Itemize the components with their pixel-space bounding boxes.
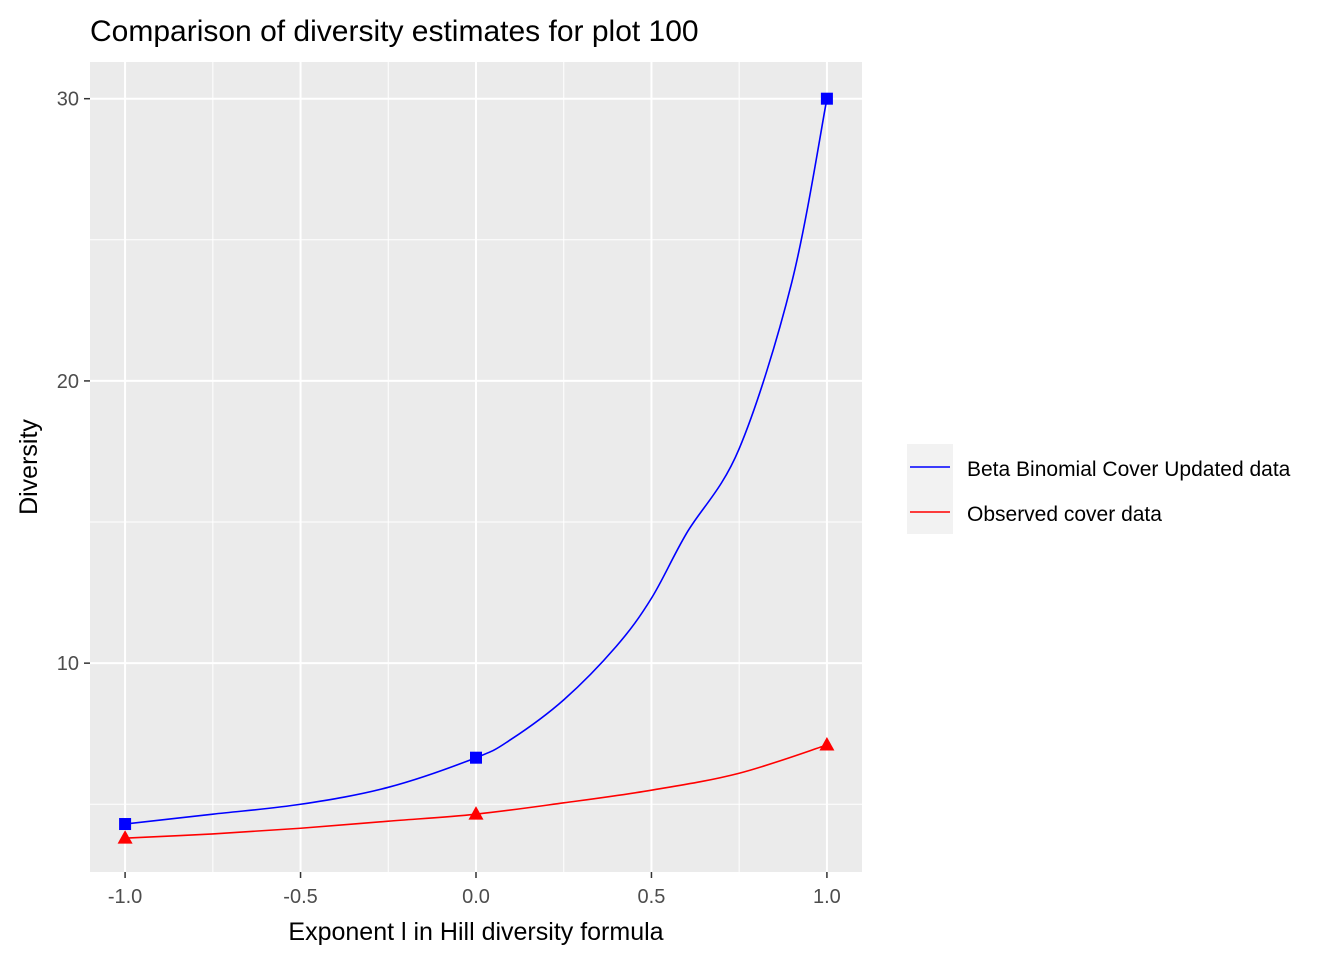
series-markers: [117, 92, 835, 844]
grid-major: [90, 62, 862, 872]
x-tick-label: 1.0: [813, 886, 841, 908]
x-tick-label: -1.0: [108, 886, 142, 908]
data-point-square: [470, 751, 482, 764]
series-line-0: [125, 98, 828, 825]
data-point-triangle: [468, 806, 484, 820]
legend: Beta Binomial Cover Updated data Observe…: [907, 444, 1291, 534]
data-point-square: [820, 92, 833, 105]
chart-title: Comparison of diversity estimates for pl…: [90, 15, 699, 48]
x-axis: -1.0 -0.5 0.0 0.5 1.0: [108, 872, 841, 908]
x-tick-label: 0.0: [462, 886, 490, 908]
y-tick-label: 20: [57, 371, 79, 393]
legend-label-beta-binomial: Beta Binomial Cover Updated data: [967, 458, 1291, 481]
y-tick-label: 30: [57, 89, 79, 111]
data-point-square: [119, 818, 132, 831]
x-axis-label: Exponent l in Hill diversity formula: [288, 918, 663, 946]
legend-key-background: [907, 444, 953, 534]
legend-label-observed: Observed cover data: [967, 503, 1162, 526]
y-axis-label: Diversity: [15, 419, 43, 515]
data-point-triangle: [819, 736, 835, 751]
x-tick-label: 0.5: [638, 886, 666, 908]
x-tick-label: -0.5: [283, 886, 317, 908]
y-tick-label: 10: [57, 653, 79, 675]
y-axis: 10 20 30: [57, 89, 90, 675]
data-point-triangle: [117, 830, 133, 844]
